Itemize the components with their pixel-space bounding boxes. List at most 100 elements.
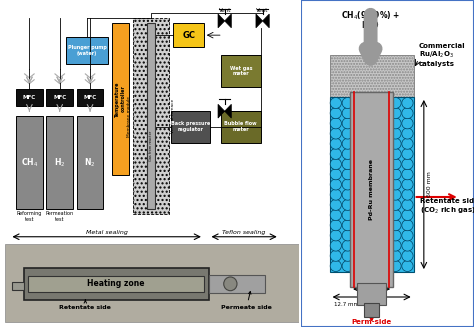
Circle shape: [402, 199, 413, 210]
Circle shape: [342, 179, 354, 190]
Circle shape: [330, 169, 341, 180]
Polygon shape: [225, 14, 231, 28]
Circle shape: [390, 159, 401, 170]
Circle shape: [402, 159, 413, 170]
Circle shape: [366, 148, 377, 160]
FancyBboxPatch shape: [112, 23, 129, 175]
FancyBboxPatch shape: [16, 116, 43, 209]
Circle shape: [390, 128, 401, 139]
Text: 25.4mm: 25.4mm: [360, 293, 383, 298]
Circle shape: [330, 230, 341, 241]
Text: Retentate side
(CO$_2$ rich gas): Retentate side (CO$_2$ rich gas): [420, 198, 474, 216]
Circle shape: [402, 210, 413, 221]
Circle shape: [342, 97, 354, 109]
Circle shape: [366, 261, 377, 271]
Text: H$_2$: H$_2$: [54, 156, 65, 169]
Circle shape: [402, 169, 413, 180]
Bar: [133, 18, 169, 214]
Circle shape: [354, 148, 365, 160]
Circle shape: [354, 159, 365, 170]
Circle shape: [366, 108, 377, 119]
FancyBboxPatch shape: [357, 283, 386, 305]
Circle shape: [378, 169, 389, 180]
Bar: [329, 97, 414, 272]
Circle shape: [390, 230, 401, 241]
Circle shape: [366, 128, 377, 139]
FancyBboxPatch shape: [12, 282, 24, 290]
Circle shape: [402, 250, 413, 261]
Circle shape: [390, 169, 401, 180]
Circle shape: [330, 108, 341, 119]
Circle shape: [342, 220, 354, 231]
Circle shape: [390, 210, 401, 221]
Circle shape: [354, 138, 365, 149]
Circle shape: [402, 108, 413, 119]
Text: Retentate side: Retentate side: [59, 300, 111, 310]
Circle shape: [330, 250, 341, 261]
Circle shape: [366, 189, 377, 200]
Circle shape: [378, 118, 389, 129]
Text: Pd-Ru membrane: Pd-Ru membrane: [369, 159, 374, 220]
Circle shape: [354, 97, 365, 109]
Circle shape: [402, 97, 413, 109]
Circle shape: [330, 148, 341, 160]
Circle shape: [390, 250, 401, 261]
Circle shape: [342, 169, 354, 180]
Circle shape: [342, 148, 354, 160]
Text: Commercial
Ru/Al$_2$O$_3$
catalysts: Commercial Ru/Al$_2$O$_3$ catalysts: [419, 43, 465, 67]
Circle shape: [330, 118, 341, 129]
Circle shape: [402, 189, 413, 200]
Polygon shape: [256, 14, 263, 28]
Circle shape: [378, 108, 389, 119]
FancyBboxPatch shape: [221, 55, 261, 87]
FancyBboxPatch shape: [28, 276, 204, 292]
Circle shape: [354, 220, 365, 231]
Circle shape: [402, 220, 413, 231]
Circle shape: [402, 148, 413, 160]
Circle shape: [354, 250, 365, 261]
Circle shape: [342, 108, 354, 119]
Text: Permeate side: Permeate side: [221, 291, 272, 310]
Circle shape: [390, 108, 401, 119]
FancyBboxPatch shape: [46, 116, 73, 209]
Circle shape: [366, 210, 377, 221]
FancyBboxPatch shape: [5, 244, 299, 322]
Circle shape: [402, 138, 413, 149]
FancyBboxPatch shape: [350, 92, 393, 287]
Circle shape: [354, 210, 365, 221]
Circle shape: [390, 240, 401, 251]
Circle shape: [402, 179, 413, 190]
Circle shape: [390, 97, 401, 109]
Circle shape: [330, 261, 341, 271]
Circle shape: [402, 261, 413, 271]
Text: Membrane module: Membrane module: [127, 95, 131, 137]
FancyBboxPatch shape: [209, 275, 265, 293]
Circle shape: [378, 128, 389, 139]
Circle shape: [378, 97, 389, 109]
Circle shape: [378, 210, 389, 221]
Circle shape: [366, 118, 377, 129]
Circle shape: [390, 220, 401, 231]
Circle shape: [354, 199, 365, 210]
Circle shape: [390, 261, 401, 271]
Circle shape: [366, 159, 377, 170]
Circle shape: [330, 159, 341, 170]
FancyBboxPatch shape: [365, 303, 379, 317]
Text: Gas from reactor: Gas from reactor: [149, 130, 153, 161]
Circle shape: [354, 179, 365, 190]
Circle shape: [342, 210, 354, 221]
Circle shape: [342, 240, 354, 251]
Circle shape: [366, 179, 377, 190]
FancyBboxPatch shape: [66, 37, 108, 64]
Circle shape: [330, 220, 341, 231]
Circle shape: [378, 189, 389, 200]
Circle shape: [342, 250, 354, 261]
FancyBboxPatch shape: [16, 89, 43, 106]
Circle shape: [402, 128, 413, 139]
Text: H$_2$O: H$_2$O: [362, 19, 380, 31]
Circle shape: [342, 261, 354, 271]
Bar: [329, 55, 414, 97]
Text: Plunger pump
(water): Plunger pump (water): [68, 45, 107, 56]
Circle shape: [354, 189, 365, 200]
Circle shape: [378, 159, 389, 170]
